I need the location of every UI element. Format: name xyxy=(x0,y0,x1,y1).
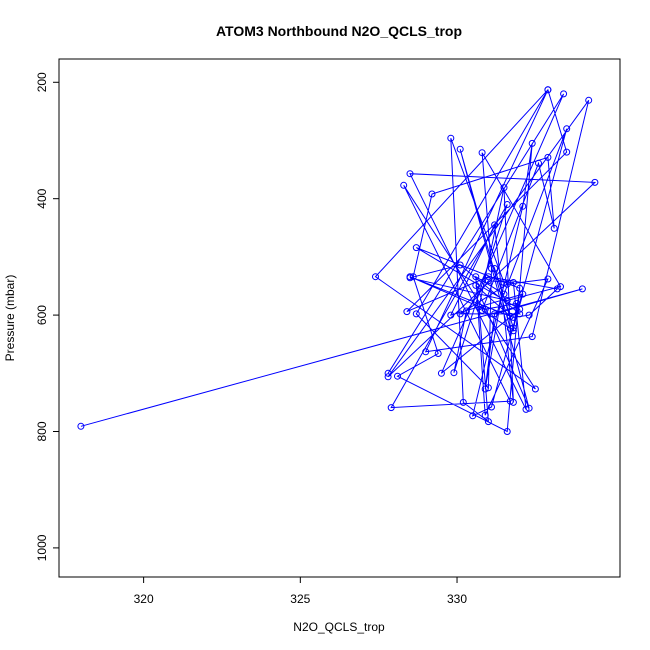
data-point xyxy=(591,178,599,186)
data-point xyxy=(469,412,477,420)
x-tick-label: 330 xyxy=(447,592,467,606)
data-point xyxy=(509,324,517,332)
data-point xyxy=(472,281,480,289)
chart-title: ATOM3 Northbound N2O_QCLS_trop xyxy=(216,23,462,39)
data-point xyxy=(437,369,445,377)
data-point xyxy=(578,285,586,293)
data-point xyxy=(372,273,379,281)
data-point xyxy=(509,279,517,286)
data-point xyxy=(412,244,420,252)
y-tick-label: 400 xyxy=(35,188,49,208)
data-point xyxy=(544,86,552,94)
data-point xyxy=(500,184,508,192)
data-point xyxy=(585,96,593,104)
data-point xyxy=(509,327,517,335)
data-point xyxy=(456,145,464,153)
y-axis: 200 400 600 800 1000 xyxy=(35,72,59,561)
data-point xyxy=(481,385,489,393)
data-point xyxy=(77,422,85,430)
data-point xyxy=(412,310,420,318)
y-tick-label: 200 xyxy=(35,72,49,92)
series-layer xyxy=(77,86,599,435)
data-point xyxy=(488,265,495,272)
data-point xyxy=(516,305,524,313)
data-point xyxy=(488,403,495,411)
data-point xyxy=(535,159,542,167)
data-point xyxy=(400,181,408,189)
data-point xyxy=(462,307,470,315)
x-tick-label: 320 xyxy=(134,592,154,606)
data-point xyxy=(544,275,552,283)
data-point xyxy=(434,350,442,357)
y-tick-label: 600 xyxy=(35,305,49,325)
data-point xyxy=(550,224,558,232)
data-point xyxy=(531,385,539,393)
data-point xyxy=(394,372,401,380)
data-point xyxy=(491,221,499,229)
data-point xyxy=(516,310,524,318)
data-point xyxy=(472,273,480,281)
data-point xyxy=(528,333,536,341)
y-tick-label: 800 xyxy=(35,421,49,441)
data-point xyxy=(384,373,392,381)
data-point xyxy=(409,273,417,281)
data-point xyxy=(513,299,521,307)
data-point xyxy=(525,311,533,319)
x-tick-label: 325 xyxy=(290,592,310,606)
x-axis-label: N2O_QCLS_trop xyxy=(293,620,385,634)
data-point xyxy=(503,297,511,304)
data-point xyxy=(406,170,414,178)
data-point xyxy=(484,273,492,281)
data-point xyxy=(384,369,392,377)
data-point xyxy=(563,148,571,156)
data-point xyxy=(491,265,499,272)
data-point xyxy=(519,202,527,210)
data-point xyxy=(506,312,514,320)
data-point xyxy=(503,428,511,435)
series-line xyxy=(80,88,597,433)
data-point xyxy=(519,290,527,298)
data-point xyxy=(481,305,489,313)
data-point xyxy=(560,90,568,98)
data-point xyxy=(387,404,395,412)
data-point xyxy=(478,306,486,314)
data-point xyxy=(478,149,486,157)
data-point xyxy=(500,290,508,298)
data-point xyxy=(422,348,430,356)
data-point xyxy=(544,153,552,161)
plot-frame xyxy=(58,58,621,578)
data-point xyxy=(491,310,499,318)
data-point xyxy=(447,311,455,319)
data-point xyxy=(484,384,492,392)
data-point xyxy=(553,285,561,293)
data-point xyxy=(509,398,517,406)
data-point xyxy=(459,398,467,406)
data-point xyxy=(503,201,511,208)
data-point xyxy=(484,277,492,285)
data-point xyxy=(481,411,489,419)
data-point xyxy=(447,134,455,142)
data-point xyxy=(456,310,464,318)
x-axis: 320 325 330 xyxy=(134,577,467,606)
data-point xyxy=(525,404,533,412)
data-point xyxy=(450,369,458,377)
data-point xyxy=(528,139,536,147)
data-point xyxy=(522,405,530,413)
data-point xyxy=(406,273,414,281)
data-point xyxy=(484,418,492,426)
data-point xyxy=(456,261,464,269)
data-point xyxy=(516,284,524,292)
data-point xyxy=(428,190,436,198)
y-axis-label: Pressure (mbar) xyxy=(3,275,17,362)
data-point xyxy=(506,397,514,405)
data-point xyxy=(403,308,411,316)
data-point xyxy=(509,313,517,321)
y-tick-label: 1000 xyxy=(35,534,49,561)
data-point xyxy=(563,125,571,133)
data-point xyxy=(503,280,511,288)
